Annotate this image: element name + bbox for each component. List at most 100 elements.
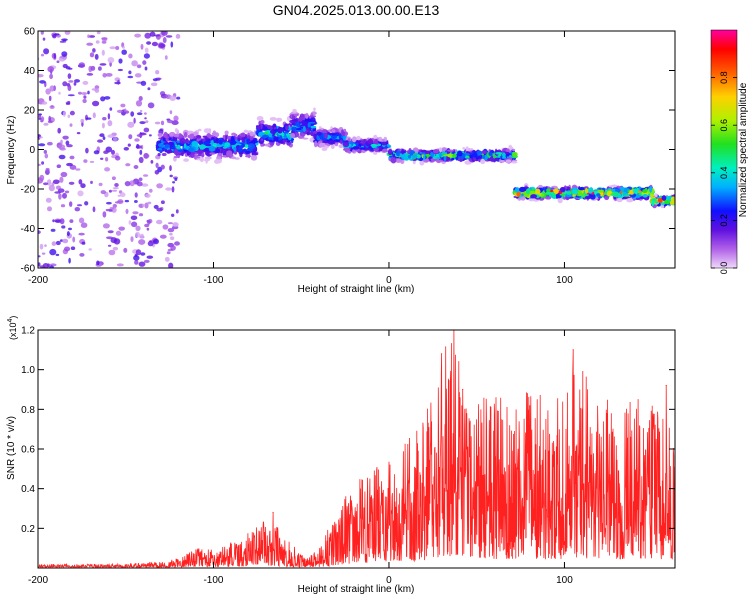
spectrogram-cell: [170, 245, 176, 251]
spectrogram-cell: [174, 177, 178, 181]
spectrogram-cell: [208, 145, 216, 152]
spectrogram-cell: [217, 143, 225, 147]
spectrogram-cell: [39, 136, 43, 139]
spectrogram-cell: [134, 260, 139, 265]
spectrogram-cell: [66, 162, 73, 167]
spectrogram-cell: [164, 144, 171, 148]
spectrogram-cell: [130, 111, 135, 117]
spectrogram-cell: [279, 135, 283, 140]
spectrogram-cell: [292, 109, 297, 113]
spectrogram-cell: [608, 185, 616, 188]
spectrogram-cell: [115, 155, 121, 161]
spectrogram-cell: [505, 159, 512, 163]
spectrogram-cell: [66, 144, 73, 148]
spectrogram-cell: [171, 213, 175, 217]
spectrogram-cell: [295, 121, 300, 128]
spectrogram-cell: [359, 147, 365, 150]
spectrogram-cell: [49, 85, 55, 92]
spectrogram-cell: [443, 155, 447, 162]
spectrogram-cell: [65, 66, 71, 70]
spectrogram-cell: [55, 240, 61, 246]
spectrogram-cell: [313, 107, 316, 111]
spectrogram-cell: [419, 152, 426, 155]
spectrogram-cell: [164, 55, 168, 60]
spectrogram-cell: [77, 204, 82, 207]
spectrogram-cell: [343, 147, 351, 151]
spectrogram-segment: [38, 31, 181, 268]
spectrogram-cell: [116, 109, 123, 113]
spectrogram-cell: [198, 140, 203, 145]
spectrogram-cell: [91, 88, 99, 91]
spectrogram-cell: [167, 222, 173, 225]
spectrogram-cell: [38, 143, 46, 147]
spectrogram-cell: [156, 183, 164, 189]
spectrogram-cell: [183, 131, 188, 138]
spectrogram-cell: [664, 199, 670, 205]
spectrogram-cell: [305, 112, 309, 119]
spectrogram-cell: [43, 48, 50, 55]
spectrogram-cell: [481, 150, 488, 155]
spectrogram-cell: [58, 154, 66, 160]
spectrogram-cell: [150, 160, 154, 164]
spectrogram-cell: [495, 152, 503, 155]
spectrogram-cell: [107, 113, 111, 120]
spectrogram-cell: [412, 154, 418, 159]
snr-peak-point: [572, 349, 574, 351]
spectrogram-cell: [200, 138, 204, 141]
spectrogram-cell: [131, 221, 138, 228]
spectrogram-cell: [214, 132, 220, 138]
spectrogram-segment: [512, 183, 656, 204]
spectrogram-cell: [109, 107, 113, 111]
spectrogram-cell: [62, 110, 66, 117]
spectrogram-cell: [395, 158, 402, 164]
spectrogram-cell: [82, 80, 89, 85]
spectrogram-cell: [38, 230, 41, 234]
spectrogram-cell: [60, 171, 68, 178]
spectrogram-cell: [40, 31, 44, 35]
spectrogram-cell: [66, 231, 70, 237]
spectrogram-cell: [61, 38, 68, 41]
spectrogram-cell: [329, 133, 336, 136]
spectrogram-cell: [250, 154, 258, 161]
spectrogram-cell: [144, 66, 148, 71]
spectrogram-cell: [102, 73, 107, 78]
spectrogram-cell: [142, 203, 146, 208]
spectrogram-cell: [407, 155, 412, 159]
spectrogram-cell: [276, 117, 281, 122]
spectrogram-cell: [260, 144, 264, 147]
spectrogram-cell: [419, 149, 427, 153]
spectrogram-cell: [195, 135, 202, 139]
spectrogram-cell: [83, 95, 87, 99]
spectrogram-cell: [316, 131, 322, 136]
spectrogram-cell: [167, 119, 174, 124]
spectrogram-cell: [41, 161, 45, 165]
spectrogram-cell: [260, 138, 264, 142]
spectrogram-cell: [157, 153, 161, 157]
spectrogram-cell: [92, 100, 100, 107]
spectrogram-cell: [100, 157, 104, 160]
spectrogram-cell: [50, 228, 56, 232]
spectrogram-cell: [530, 194, 537, 199]
spectrogram-cell: [612, 191, 620, 198]
spectrogram-cell: [155, 70, 160, 75]
spectrogram-cell: [342, 141, 350, 148]
spectrogram-cell: [61, 225, 66, 229]
spectrogram-cell: [512, 151, 518, 158]
spectrogram-cell: [67, 100, 71, 105]
spectrogram-cell: [117, 79, 120, 85]
spectrogram-cell: [256, 116, 264, 121]
spectrogram-cell: [546, 188, 551, 193]
spectrogram-cell: [127, 121, 135, 128]
spectrogram-cell: [60, 204, 66, 208]
spectrogram-cell: [107, 230, 114, 234]
spectrogram-cell: [217, 153, 223, 156]
snr-x-tick-label: 100: [556, 575, 573, 586]
spectrogram-cell: [150, 82, 158, 87]
spectrogram-cell: [381, 141, 387, 146]
spectrogram-cell: [101, 49, 105, 56]
spectrogram-cell: [58, 193, 62, 200]
spectrogram-cell: [502, 156, 506, 159]
colorbar-label: Normalized spectral amplitude: [738, 82, 749, 217]
spectrogram-cell: [142, 60, 147, 65]
spectrogram-cell: [316, 129, 323, 133]
